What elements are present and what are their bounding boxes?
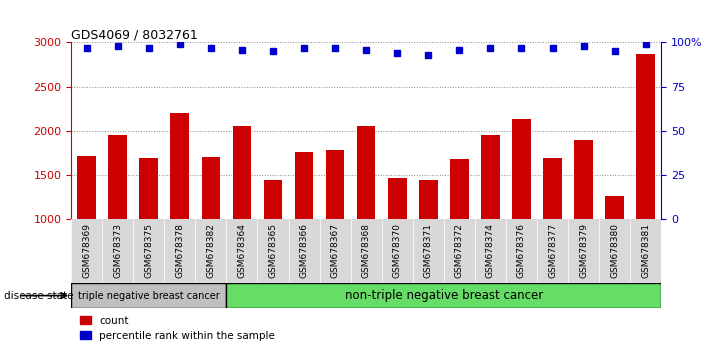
- Bar: [574, 140, 593, 308]
- Legend: count, percentile rank within the sample: count, percentile rank within the sample: [76, 312, 279, 345]
- Text: GSM678380: GSM678380: [610, 223, 619, 278]
- Text: GSM678366: GSM678366: [299, 223, 309, 278]
- Bar: [232, 126, 251, 308]
- Text: triple negative breast cancer: triple negative breast cancer: [78, 291, 220, 301]
- Text: GSM678374: GSM678374: [486, 223, 495, 278]
- Bar: [264, 180, 282, 308]
- Bar: [481, 135, 500, 308]
- Bar: [543, 158, 562, 308]
- Bar: [419, 180, 437, 308]
- Text: GSM678376: GSM678376: [517, 223, 526, 278]
- Text: GSM678369: GSM678369: [82, 223, 91, 278]
- Bar: [71, 283, 226, 308]
- Text: GSM678368: GSM678368: [362, 223, 370, 278]
- Text: GSM678371: GSM678371: [424, 223, 433, 278]
- Text: non-triple negative breast cancer: non-triple negative breast cancer: [345, 289, 543, 302]
- Text: disease state: disease state: [4, 291, 73, 301]
- Bar: [636, 54, 655, 308]
- Text: GSM678367: GSM678367: [331, 223, 340, 278]
- Bar: [77, 156, 96, 308]
- Text: GDS4069 / 8032761: GDS4069 / 8032761: [71, 28, 198, 41]
- Bar: [108, 135, 127, 308]
- Bar: [388, 178, 407, 308]
- Bar: [139, 159, 158, 308]
- Text: GSM678381: GSM678381: [641, 223, 650, 278]
- Text: GSM678379: GSM678379: [579, 223, 588, 278]
- Bar: [171, 113, 189, 308]
- Bar: [357, 126, 375, 308]
- Text: GSM678364: GSM678364: [237, 223, 247, 278]
- Bar: [295, 152, 314, 308]
- Text: GSM678373: GSM678373: [113, 223, 122, 278]
- Text: GSM678365: GSM678365: [269, 223, 277, 278]
- Text: GSM678375: GSM678375: [144, 223, 154, 278]
- Bar: [326, 150, 344, 308]
- Bar: [605, 196, 624, 308]
- Bar: [450, 159, 469, 308]
- Bar: [201, 156, 220, 308]
- Bar: [512, 119, 531, 308]
- Bar: [226, 283, 661, 308]
- Text: GSM678382: GSM678382: [206, 223, 215, 278]
- Text: GSM678370: GSM678370: [392, 223, 402, 278]
- Text: GSM678377: GSM678377: [548, 223, 557, 278]
- Text: GSM678372: GSM678372: [455, 223, 464, 278]
- Text: GSM678378: GSM678378: [176, 223, 184, 278]
